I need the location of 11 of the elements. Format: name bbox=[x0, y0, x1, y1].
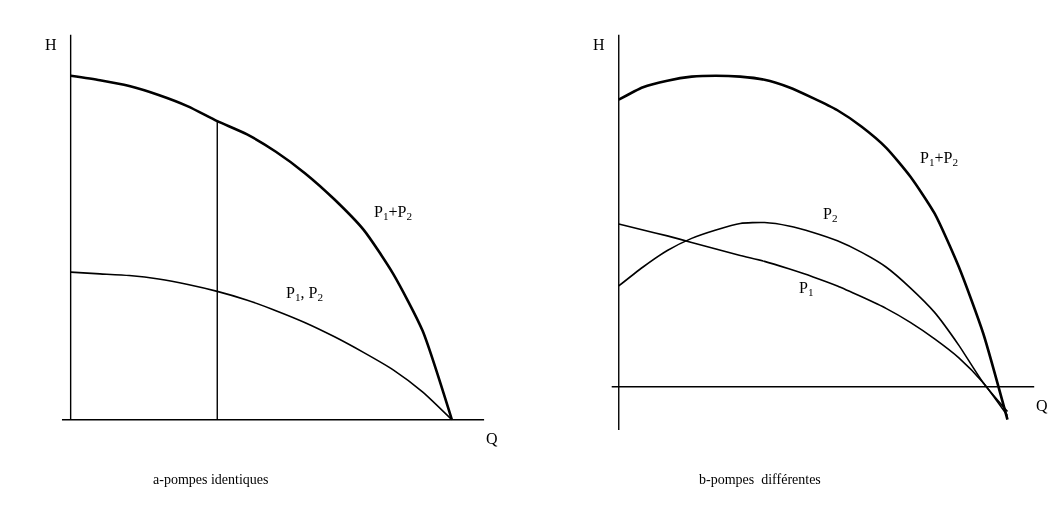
y-axis-title: H bbox=[45, 36, 57, 53]
series-label: P$_{1}$ bbox=[799, 279, 814, 299]
y-axis-title: H bbox=[593, 36, 605, 53]
series-label: P$_{1}$+P$_{2}$ bbox=[374, 203, 413, 223]
text: a-pompes identiques bbox=[153, 472, 269, 487]
series-label: P$_{1}$+P$_{2}$ bbox=[920, 149, 959, 169]
x-axis-title: Q bbox=[486, 430, 498, 447]
x-axis-title: Q bbox=[1036, 397, 1048, 414]
series-label: P$_{1}$, P$_{2}$ bbox=[286, 284, 323, 304]
text: b-pompes différentes bbox=[699, 472, 821, 487]
series-label: P$_{2}$ bbox=[823, 205, 838, 225]
